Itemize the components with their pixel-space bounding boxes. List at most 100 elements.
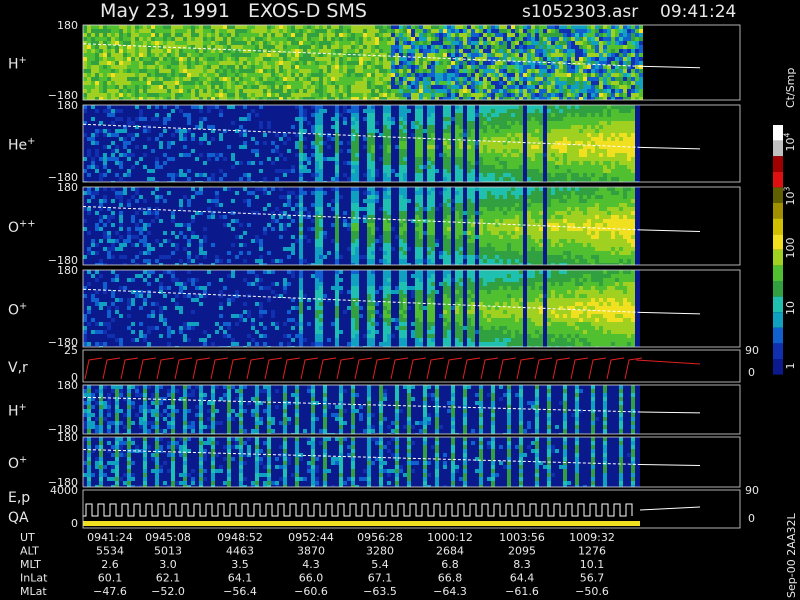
spectrum-cell [475,49,479,53]
spectrum-cell [335,81,339,85]
spectrum-cell [351,203,355,207]
spectrum-cell [315,211,319,215]
spectrum-cell [407,29,411,33]
spectrum-cell [87,81,91,85]
spectrum-cell [435,89,439,93]
spectrum-cell [511,65,515,69]
spectrum-cell [367,137,371,141]
spectrum-cell [279,65,283,69]
spectrum-cell [471,169,475,173]
spectrum-cell [279,57,283,61]
spectrum-cell [515,105,519,109]
spectrum-cell [135,263,139,265]
spectrum-cell [263,57,267,61]
spectrum-cell [379,93,383,97]
spectrum-cell [439,69,443,73]
spectrum-cell [335,259,339,263]
spectrum-cell [107,37,111,41]
spectrum-cell [451,49,455,53]
spectrum-cell [279,53,283,57]
spectrum-cell [579,45,583,49]
spectrum-cell [419,255,423,259]
spectrum-cell [95,37,99,41]
spectrum-cell [119,255,123,259]
spectrum-cell [535,93,539,97]
spectrum-cell [555,65,559,69]
spectrum-cell [547,169,551,173]
spectrum-cell [455,85,459,89]
spectrum-cell [599,53,603,57]
spectrum-cell [427,61,431,65]
spectrum-cell [311,113,315,117]
spectrum-cell [559,61,563,65]
spectrum-cell [359,33,363,37]
spectrum-cell [399,49,403,53]
spectrum-cell [123,263,127,265]
spectrum-cell [143,61,147,65]
spectrum-cell [319,173,323,177]
spectrum-cell [603,141,607,145]
spectrum-cell [195,29,199,33]
spectrum-cell [239,29,243,33]
spectrum-cell [483,73,487,77]
spectrum-cell [471,177,475,181]
spectrum-cell [527,69,531,73]
spectrum-cell [451,25,455,29]
spectrum-cell [387,243,391,247]
spectrum-cell [311,219,315,223]
spectrum-cell [591,53,595,57]
spectrum-cell [579,81,583,85]
spectrum-cell [127,49,131,53]
spectrum-cell [559,49,563,53]
spectrum-cell [435,65,439,69]
spectrum-cell [591,145,595,149]
spectrum-cell [367,45,371,49]
spectrum-cell [175,29,179,33]
spectrum-cell [319,211,323,215]
spectrum-cell [639,57,643,61]
spectrum-cell [555,173,559,177]
spectrum-cell [83,33,87,37]
spectrum-cell [379,29,383,33]
spectrum-cell [335,89,339,93]
spectrum-cell [531,85,535,89]
spectrum-cell [195,49,199,53]
spectrum-cell [463,85,467,89]
spectrum-cell [107,255,111,259]
spectrum-cell [519,173,523,177]
spectrum-cell [555,181,559,182]
spectrum-cell [255,81,259,85]
spectrum-cell [415,77,419,81]
spectrum-cell [315,25,319,29]
spectrum-cell [599,157,603,161]
spectrum-cell [479,69,483,73]
spectrum-cell [263,207,267,211]
spectrum-cell [587,165,591,169]
spectrum-cell [575,117,579,121]
spectrum-cell [423,29,427,33]
spectrum-cell [423,69,427,73]
spectrum-cell [315,235,319,239]
spectrum-cell [471,77,475,81]
spectrum-cell [595,157,599,161]
spectrum-cell [315,97,319,100]
spectrum-cell [599,77,603,81]
spectrum-cell [587,85,591,89]
spectrum-cell [567,93,571,97]
spectrum-cell [499,33,503,37]
spectrum-cell [499,53,503,57]
spectrum-cell [135,37,139,41]
spectrum-cell [619,137,623,141]
spectrum-cell [375,239,379,243]
spectrum-cell [259,187,263,191]
spectrum-cell [603,173,607,177]
spectrum-cell [555,81,559,85]
spectrum-cell [419,169,423,173]
spectrum-cell [103,195,107,199]
spectrum-cell [355,129,359,133]
spectrum-cell [83,255,87,259]
spectrum-cell [171,97,175,100]
spectrum-cell [215,93,219,97]
spectrum-cell [371,121,375,125]
spectrum-cell [287,33,291,37]
